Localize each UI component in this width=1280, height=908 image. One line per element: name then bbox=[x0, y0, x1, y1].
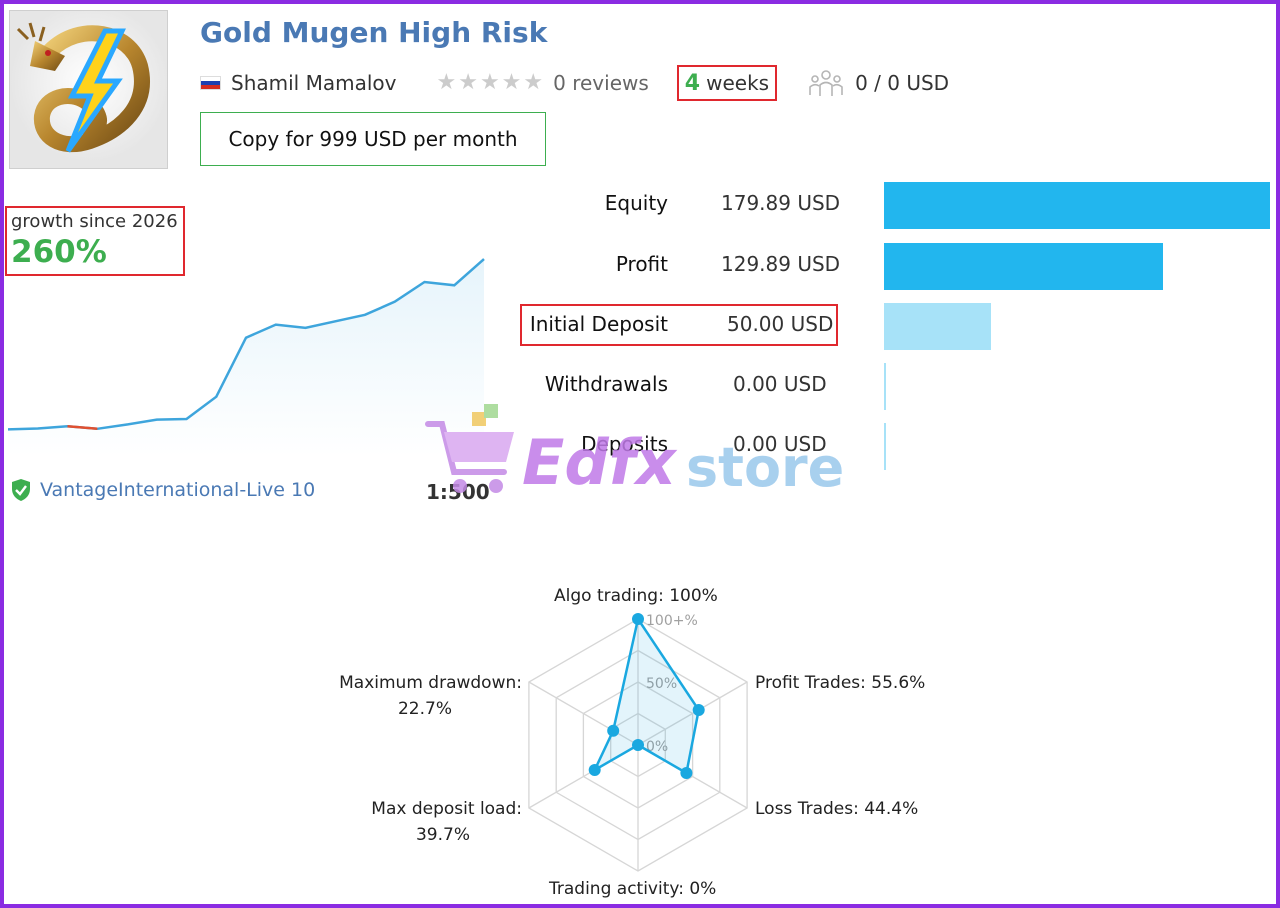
withdrawals-label: Withdrawals bbox=[544, 372, 668, 396]
growth-area bbox=[8, 259, 484, 456]
russia-flag-icon bbox=[200, 76, 221, 90]
radar-label-loss: Loss Trades: 44.4% bbox=[755, 799, 919, 819]
subscribers-value: 0 / 0 USD bbox=[855, 71, 950, 95]
initial-deposit-bar bbox=[884, 303, 992, 350]
equity-value: 179.89 USD bbox=[721, 191, 841, 215]
profit-value: 129.89 USD bbox=[721, 252, 841, 276]
edfx-store-watermark: Edfx store bbox=[425, 404, 844, 499]
copy-subscription-button[interactable]: Copy for 999 USD per month bbox=[200, 112, 546, 166]
profit-label: Profit bbox=[615, 252, 668, 276]
radar-scale-labels: 100+% 50% 0% bbox=[646, 613, 698, 755]
equity-bar bbox=[884, 182, 1270, 229]
radar-point bbox=[680, 767, 693, 779]
dragon-logo-icon bbox=[10, 11, 167, 168]
star-icon: ★ bbox=[523, 70, 544, 95]
radar-scale-label: 50% bbox=[646, 676, 677, 692]
growth-value: 260% bbox=[11, 234, 107, 270]
verified-shield-icon bbox=[12, 479, 30, 501]
radar-grid-spoke bbox=[528, 681, 639, 746]
signal-avatar bbox=[9, 10, 168, 169]
radar-value-polygon bbox=[591, 615, 701, 775]
watermark-text-store: store bbox=[686, 436, 844, 499]
initial-deposit-highlight-box bbox=[520, 304, 838, 346]
radar-point bbox=[632, 739, 644, 751]
watermark-text-edfx: Edfx bbox=[522, 426, 678, 499]
signal-title[interactable]: Gold Mugen High Risk bbox=[200, 16, 548, 49]
radar-label-activity: Trading activity: 0% bbox=[549, 879, 717, 899]
subscribers-icon bbox=[809, 70, 843, 96]
signal-meta-row: Shamil Mamalov ★ ★ ★ ★ ★ 0 reviews 4 wee… bbox=[200, 65, 949, 101]
radar-points bbox=[588, 613, 705, 779]
deposits-value: 0.00 USD bbox=[733, 432, 827, 456]
radar-point bbox=[692, 704, 705, 716]
initial-deposit-value: 50.00 USD bbox=[727, 312, 834, 336]
radar-value-load: 39.7% bbox=[415, 825, 470, 845]
broker-server[interactable]: VantageInternational-Live 10 bbox=[10, 478, 315, 502]
weeks-highlight-box: 4 weeks bbox=[676, 65, 778, 101]
radar-label-drawdown: Maximum drawdown: bbox=[339, 673, 522, 693]
radar-point bbox=[607, 724, 620, 737]
shopping-cart-icon bbox=[425, 404, 514, 493]
growth-highlight-box: growth since 2026 260% bbox=[5, 206, 185, 276]
radar-grid-spoke bbox=[637, 681, 748, 746]
growth-chart bbox=[8, 258, 485, 456]
radar-scale-label: 100+% bbox=[646, 613, 698, 629]
radar-point bbox=[588, 764, 601, 776]
star-icon: ★ bbox=[501, 70, 522, 95]
weeks-label: weeks bbox=[706, 71, 770, 95]
radar-label-load: Max deposit load: bbox=[371, 799, 522, 819]
radar-point bbox=[632, 613, 644, 625]
star-icon: ★ bbox=[479, 70, 500, 95]
growth-negative-segment bbox=[67, 424, 98, 431]
author-name[interactable]: Shamil Mamalov bbox=[231, 71, 397, 95]
reviews-link[interactable]: 0 reviews bbox=[553, 71, 649, 95]
radar-label-profit: Profit Trades: 55.6% bbox=[755, 673, 926, 693]
radar-value-drawdown: 22.7% bbox=[397, 699, 452, 719]
initial-deposit-label: Initial Deposit bbox=[529, 312, 668, 336]
withdrawals-bar bbox=[884, 363, 886, 410]
subscribers-info: 0 / 0 USD bbox=[809, 68, 949, 98]
weeks-number: 4 bbox=[684, 70, 701, 96]
withdrawals-value: 0.00 USD bbox=[733, 372, 827, 396]
star-icon: ★ bbox=[458, 70, 478, 95]
broker-server-name: VantageInternational-Live 10 bbox=[40, 479, 316, 501]
deposits-bar bbox=[884, 423, 886, 470]
growth-label: growth since 2026 bbox=[11, 211, 178, 232]
star-icon: ★ bbox=[436, 70, 457, 95]
profit-bar bbox=[884, 243, 1163, 290]
deposits-label: Deposits bbox=[581, 432, 668, 456]
radar-label-algo: Algo trading: 100% bbox=[554, 586, 718, 606]
equity-label: Equity bbox=[604, 191, 668, 215]
rating-stars: ★ ★ ★ ★ ★ bbox=[436, 72, 543, 94]
radar-scale-label: 0% bbox=[646, 739, 668, 755]
